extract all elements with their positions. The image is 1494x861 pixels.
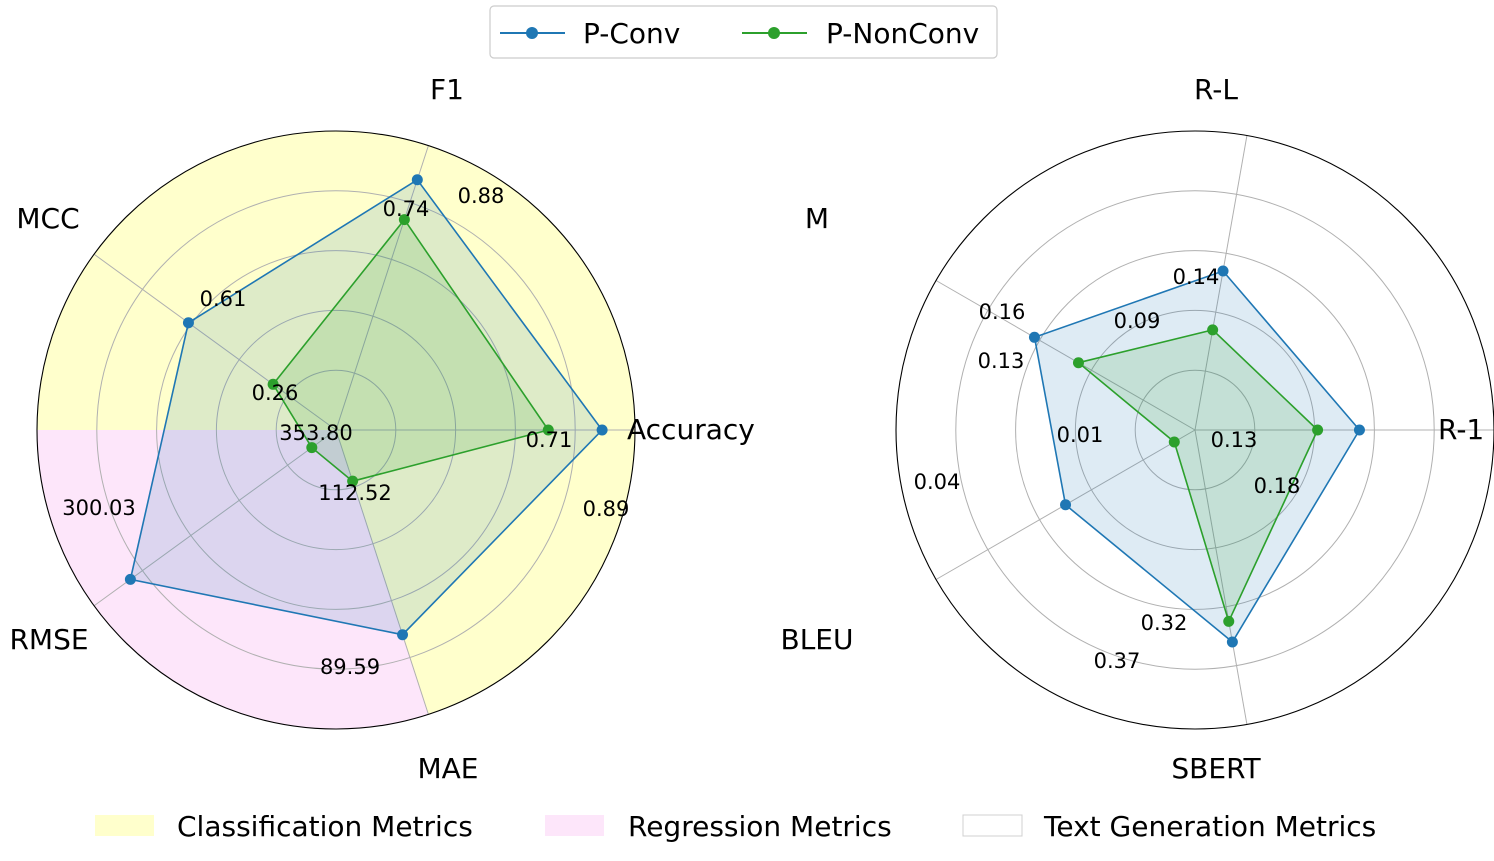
axis-label-r-1: R-1: [1438, 413, 1484, 446]
spoke-r-l: [1194, 135, 1248, 431]
value-label-p-conv-r-l: 0.14: [1173, 265, 1220, 289]
legend-swatch-text-generation: [962, 814, 1023, 837]
value-label-p-conv-bleu: 0.04: [914, 470, 961, 494]
spoke-m: [935, 280, 1196, 431]
legend-swatch-classification: [95, 815, 154, 836]
legend-label-p-conv: P-Conv: [583, 17, 680, 50]
value-label-p-nonconv-accuracy: 0.71: [526, 428, 573, 452]
axis-label-accuracy: Accuracy: [627, 413, 755, 446]
point-p-nonconv-r-l: [1207, 324, 1219, 336]
legend-label-classification: Classification Metrics: [177, 810, 473, 843]
value-label-p-nonconv-f1: 0.74: [383, 197, 430, 221]
value-label-p-nonconv-r-l: 0.09: [1114, 309, 1161, 333]
series-area-p-nonconv: [1076, 329, 1319, 624]
spoke-sbert: [1194, 429, 1248, 725]
legend-marker-p-nonconv: [768, 27, 780, 39]
series-area-p-conv: [1033, 270, 1361, 644]
series-area-p-nonconv: [272, 218, 550, 483]
axis-label-rmse: RMSE: [9, 623, 88, 656]
point-p-nonconv-rmse: [306, 442, 318, 454]
point-p-conv-f1: [411, 174, 423, 186]
value-label-p-nonconv-mae: 112.52: [318, 481, 391, 505]
radar-chart-classification-regression: 0.89 0.88 0.61 300.03 89.59 0.71 0.74 0.26 353.8…: [9, 73, 754, 785]
point-p-conv-bleu: [1060, 499, 1072, 511]
point-p-nonconv-bleu: [1168, 436, 1180, 448]
point-p-conv-rmse: [124, 573, 136, 585]
legend-bottom: Classification Metrics Regression Metric…: [95, 810, 1376, 843]
outer-ring: [36, 130, 636, 730]
value-label-p-conv-mcc: 0.61: [200, 287, 247, 311]
value-label-p-conv-accuracy: 0.89: [583, 497, 630, 521]
point-p-nonconv-r-1: [1312, 424, 1324, 436]
point-p-nonconv-sbert: [1223, 615, 1235, 627]
radar-chart-text-generation: 0.18 0.14 0.16 0.04 0.37 0.13 0.09 0.13 0.01 0.32…: [781, 73, 1494, 785]
point-p-nonconv-mae: [347, 475, 359, 487]
spoke-mcc: [93, 253, 337, 431]
legend-label-regression: Regression Metrics: [628, 810, 892, 843]
axis-label-m: M: [805, 202, 829, 235]
axis-label-mcc: MCC: [16, 202, 79, 235]
point-p-conv-r-1: [1353, 424, 1365, 436]
value-label-p-nonconv-bleu: 0.01: [1057, 423, 1104, 447]
axis-label-sbert: SBERT: [1171, 752, 1261, 785]
point-p-conv-r-l: [1217, 265, 1229, 277]
axis-label-r-l: R-L: [1194, 73, 1238, 106]
value-label-p-nonconv-sbert: 0.32: [1141, 611, 1188, 635]
value-label-p-conv-rmse: 300.03: [62, 496, 135, 520]
point-p-conv-m: [1028, 331, 1040, 343]
point-p-conv-mcc: [182, 317, 194, 329]
value-label-p-conv-f1: 0.88: [458, 184, 505, 208]
value-label-p-nonconv-rmse: 353.80: [279, 421, 352, 445]
value-label-p-nonconv-mcc: 0.26: [252, 381, 299, 405]
axis-label-mae: MAE: [417, 752, 478, 785]
value-label-p-conv-mae: 89.59: [320, 655, 380, 679]
point-p-nonconv-accuracy: [542, 424, 554, 436]
point-p-nonconv-mcc: [267, 378, 279, 390]
point-p-nonconv-m: [1072, 357, 1084, 369]
sector-classification-metrics: [37, 131, 635, 715]
value-label-p-conv-r-1: 0.18: [1254, 474, 1301, 498]
sector-regression-metrics: [37, 430, 429, 729]
legend-top: P-Conv P-NonConv: [489, 5, 998, 59]
series-area-p-conv: [129, 178, 604, 636]
value-label-p-nonconv-r-1: 0.13: [1211, 428, 1258, 452]
point-p-conv-accuracy: [596, 424, 608, 436]
legend-marker-p-conv: [526, 27, 538, 39]
axis-label-bleu: BLEU: [781, 623, 854, 656]
outer-ring: [895, 130, 1494, 730]
value-label-p-nonconv-m: 0.13: [978, 349, 1025, 373]
point-p-conv-sbert: [1226, 636, 1238, 648]
point-p-nonconv-f1: [398, 214, 410, 226]
value-label-p-conv-sbert: 0.37: [1094, 649, 1141, 673]
legend-swatch-regression: [545, 815, 604, 836]
value-label-p-conv-m: 0.16: [979, 300, 1026, 324]
axis-label-f1: F1: [430, 73, 464, 106]
legend-label-p-nonconv: P-NonConv: [826, 17, 979, 50]
legend-label-text-generation: Text Generation Metrics: [1043, 810, 1376, 843]
spoke-f1: [335, 145, 429, 431]
point-p-conv-mae: [397, 629, 409, 641]
